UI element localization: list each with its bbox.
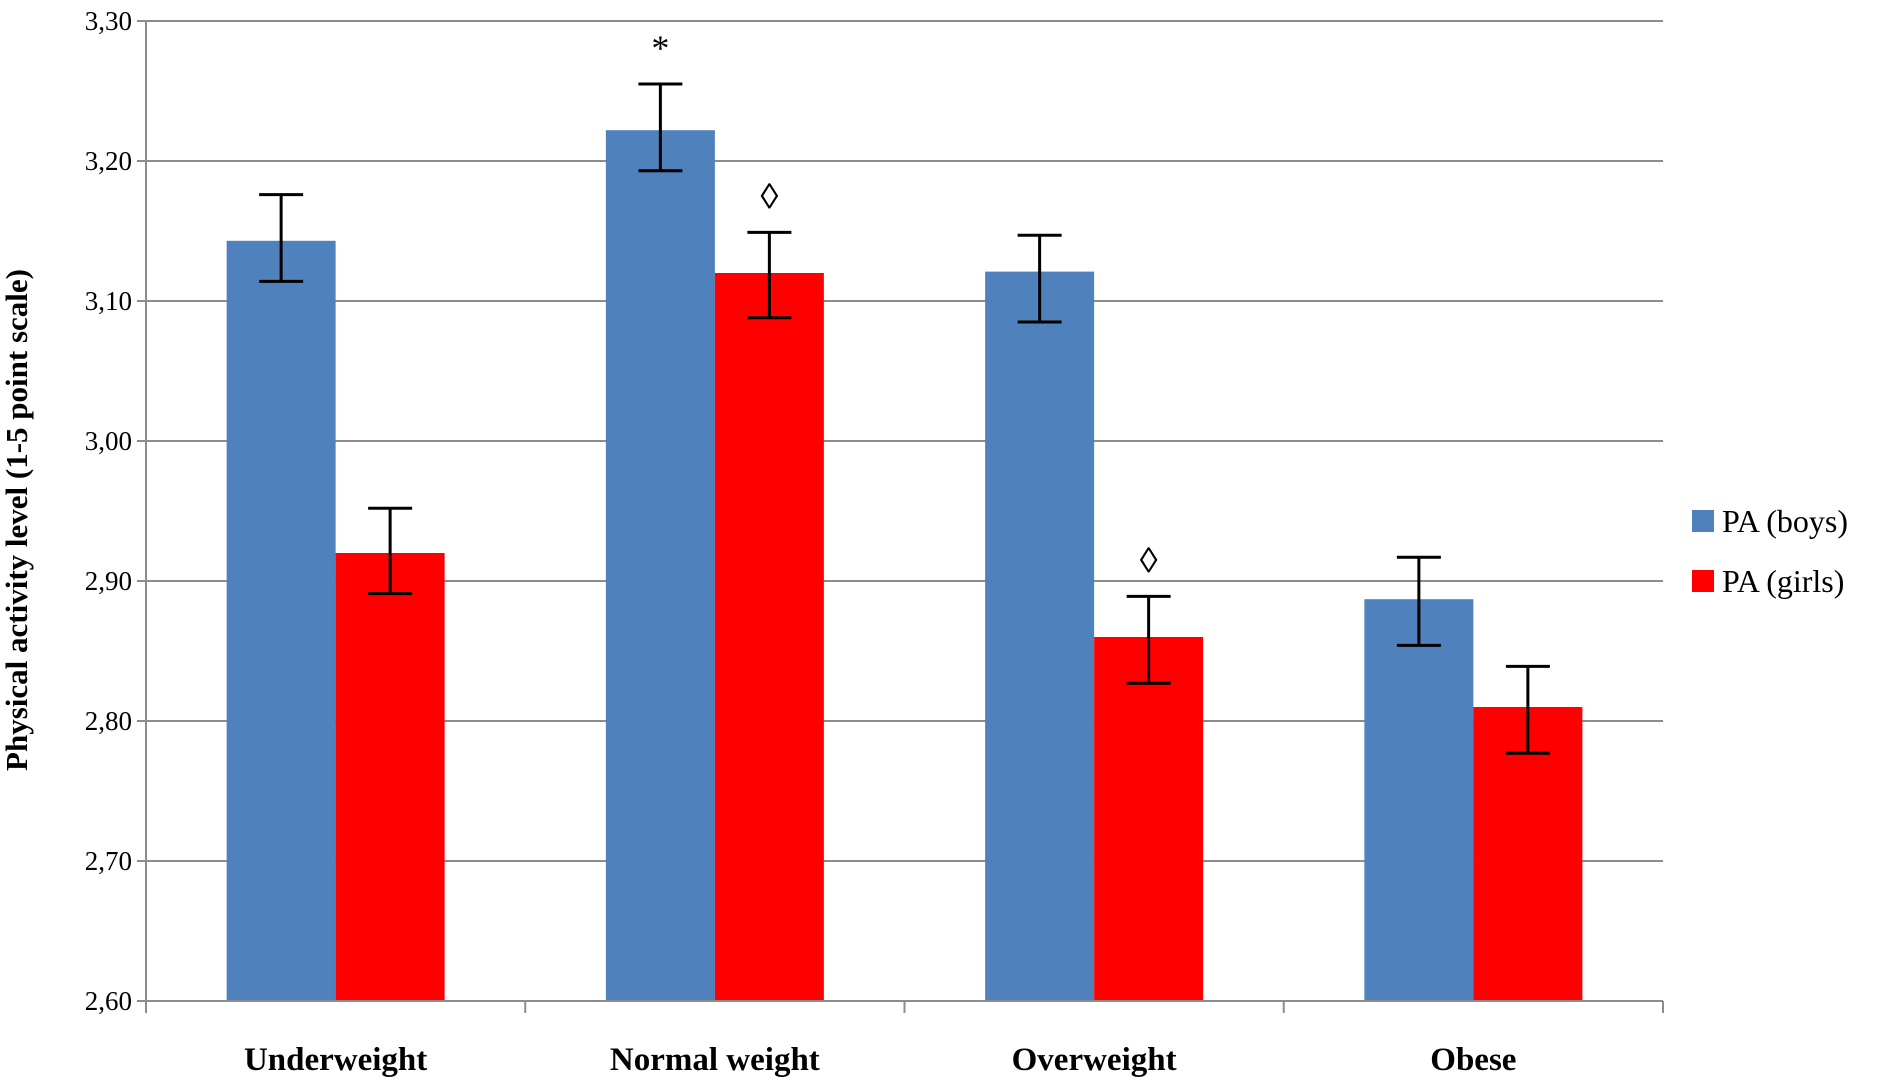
significance-marker: ◊ bbox=[760, 176, 778, 216]
y-axis-title: Physical activity level (1-5 point scale… bbox=[0, 269, 34, 771]
error-bars bbox=[259, 82, 1550, 755]
x-category-label: Underweight bbox=[244, 1042, 427, 1078]
y-axis-ticks: 2,60 2,70 2,80 2,90 3,00 3,10 3,20 3,30 bbox=[85, 6, 132, 1016]
y-tick-label: 3,30 bbox=[85, 6, 132, 36]
significance-marker: ◊ bbox=[1140, 540, 1158, 580]
bar-girls bbox=[1094, 637, 1204, 1001]
legend-swatch bbox=[1692, 570, 1714, 592]
axes bbox=[137, 20, 1664, 1013]
bar-girls bbox=[1473, 707, 1583, 1001]
bar-boys bbox=[985, 271, 1095, 1002]
bar-boys bbox=[1364, 599, 1474, 1001]
y-tick-label: 3,20 bbox=[85, 146, 132, 176]
annotations: * ◊ ◊ bbox=[651, 28, 1157, 580]
significance-marker: * bbox=[651, 28, 669, 68]
legend-label: PA (girls) bbox=[1722, 563, 1844, 599]
y-tick-label: 2,90 bbox=[85, 566, 132, 596]
legend: PA (boys) PA (girls) bbox=[1692, 503, 1848, 599]
y-tick-label: 3,00 bbox=[85, 426, 132, 456]
bars bbox=[226, 130, 1583, 1002]
legend-label: PA (boys) bbox=[1722, 503, 1848, 539]
bar-boys bbox=[605, 130, 715, 1001]
bar-boys bbox=[226, 240, 336, 1002]
y-tick-label: 2,70 bbox=[85, 846, 132, 876]
x-category-label: Obese bbox=[1430, 1042, 1516, 1078]
x-category-label: Normal weight bbox=[610, 1042, 820, 1078]
y-tick-label: 3,10 bbox=[85, 286, 132, 316]
x-category-label: Overweight bbox=[1012, 1042, 1177, 1078]
legend-swatch bbox=[1692, 510, 1714, 532]
x-axis-categories: Underweight Normal weight Overweight Obese bbox=[244, 1042, 1517, 1078]
bar-girls bbox=[335, 553, 445, 1001]
y-tick-label: 2,60 bbox=[85, 986, 132, 1016]
bar-girls bbox=[714, 273, 824, 1001]
y-tick-label: 2,80 bbox=[85, 706, 132, 736]
